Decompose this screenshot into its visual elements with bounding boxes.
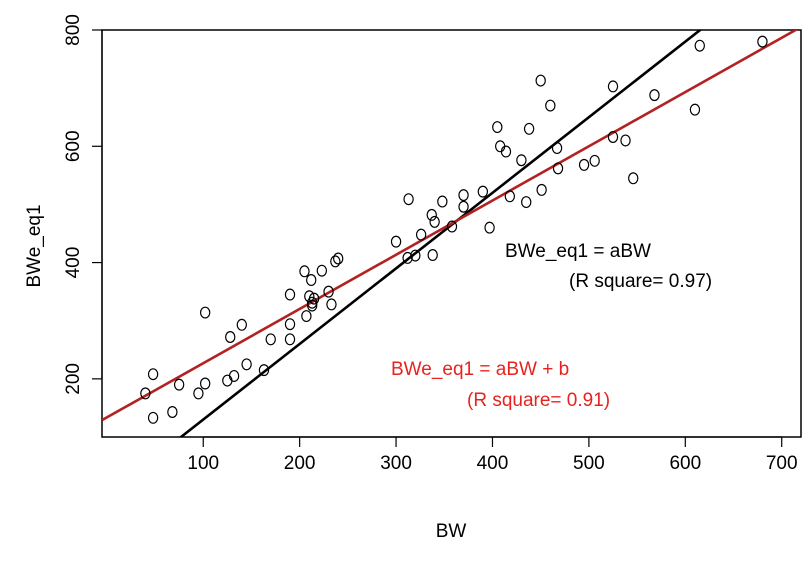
data-point: [426, 208, 437, 221]
data-point: [620, 134, 631, 147]
data-point: [284, 333, 296, 346]
data-point: [225, 330, 236, 343]
data-point: [649, 89, 660, 102]
data-point: [402, 251, 413, 264]
data-point: [757, 35, 768, 48]
data-point: [258, 364, 270, 377]
annotation-with-intercept: BWe_eq1 = aBW + b (R square= 0.91): [391, 359, 610, 411]
data-point: [536, 183, 547, 196]
data-point: [330, 255, 341, 268]
x-tick-label: 300: [380, 453, 412, 474]
x-axis: 100 200 300 400 500 600 700: [187, 436, 798, 474]
data-point: [222, 374, 233, 387]
data-point: [228, 369, 240, 382]
data-point: [241, 358, 252, 371]
fit-line-2: [102, 30, 799, 422]
data-point: [446, 220, 458, 233]
data-point: [458, 189, 469, 202]
y-tick-label: 200: [63, 363, 84, 395]
y-tick-label: 800: [63, 14, 84, 46]
data-point: [437, 195, 448, 208]
data-point: [545, 99, 556, 112]
data-point: [458, 200, 469, 213]
data-point: [390, 235, 402, 248]
annotation-no-intercept: BWe_eq1 = aBW (R square= 0.97): [505, 241, 712, 292]
y-axis: 200 400 600 800: [63, 14, 103, 395]
y-tick-label: 600: [63, 130, 84, 162]
data-point: [326, 298, 337, 311]
data-point: [299, 265, 310, 278]
x-tick-label: 600: [669, 453, 701, 474]
x-tick-label: 200: [284, 453, 316, 474]
y-tick-label: 400: [63, 247, 84, 279]
data-point: [316, 264, 328, 277]
data-point: [333, 252, 344, 265]
data-point: [551, 142, 563, 155]
data-point: [694, 39, 705, 52]
data-point: [500, 145, 512, 158]
data-point: [607, 80, 619, 93]
data-point: [607, 130, 619, 143]
fit-line-1: [178, 30, 703, 437]
data-point: [535, 74, 546, 87]
data-point: [521, 196, 532, 209]
data-point: [492, 121, 503, 134]
data-point: [301, 310, 312, 323]
annotation-no-intercept-rsquare: (R square= 0.97): [569, 271, 712, 292]
data-point: [306, 299, 318, 312]
data-point: [140, 387, 151, 400]
data-point: [589, 154, 600, 167]
data-point: [578, 158, 590, 171]
data-point: [484, 221, 495, 234]
data-point: [552, 162, 564, 175]
data-point: [429, 215, 440, 228]
data-point: [306, 274, 317, 287]
fit-lines: [102, 30, 799, 437]
data-point: [689, 103, 701, 116]
annotation-no-intercept-formula: BWe_eq1 = aBW: [505, 241, 651, 262]
data-point: [628, 172, 639, 185]
data-point: [147, 368, 159, 381]
data-point: [477, 185, 489, 198]
x-tick-label: 400: [477, 453, 509, 474]
x-tick-label: 700: [766, 453, 798, 474]
annotation-with-intercept-formula: BWe_eq1 = aBW + b: [391, 359, 569, 380]
x-axis-label: BW: [436, 521, 467, 542]
data-point: [516, 154, 527, 167]
x-tick-label: 100: [187, 453, 219, 474]
data-point: [199, 377, 211, 390]
data-point: [410, 249, 421, 262]
data-point: [415, 228, 427, 241]
data-point: [147, 411, 159, 424]
data-points: [140, 35, 768, 424]
data-point: [284, 288, 296, 301]
data-point: [323, 285, 334, 298]
data-point: [523, 122, 535, 135]
data-point: [167, 405, 178, 418]
annotation-with-intercept-rsquare: (R square= 0.91): [467, 390, 610, 411]
data-point: [427, 249, 438, 262]
data-point: [236, 318, 247, 331]
data-point: [193, 387, 204, 400]
data-point: [403, 193, 414, 206]
x-tick-label: 500: [573, 453, 605, 474]
data-point: [284, 318, 296, 331]
y-axis-label: BWe_eq1: [24, 204, 45, 287]
data-point: [504, 190, 516, 203]
data-point: [199, 306, 211, 319]
data-point: [308, 292, 320, 305]
data-point: [265, 333, 276, 346]
data-point: [173, 378, 185, 391]
